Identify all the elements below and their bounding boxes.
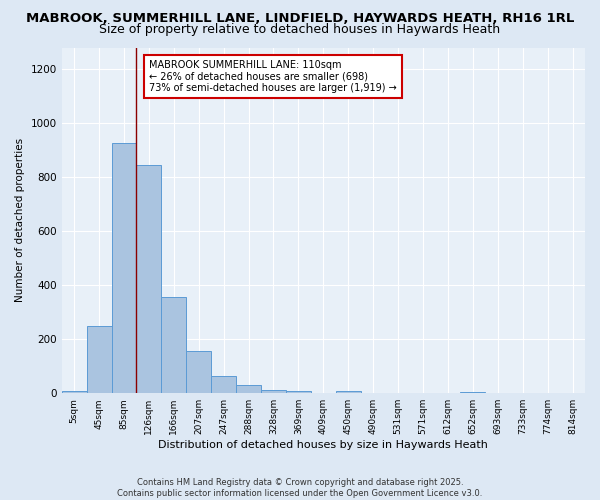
Bar <box>336 390 361 393</box>
Bar <box>460 392 485 393</box>
Bar <box>161 296 186 393</box>
Bar <box>86 326 112 393</box>
Text: MABROOK SUMMERHILL LANE: 110sqm
← 26% of detached houses are smaller (698)
73% o: MABROOK SUMMERHILL LANE: 110sqm ← 26% of… <box>149 60 397 93</box>
Text: MABROOK, SUMMERHILL LANE, LINDFIELD, HAYWARDS HEATH, RH16 1RL: MABROOK, SUMMERHILL LANE, LINDFIELD, HAY… <box>26 12 574 26</box>
Bar <box>261 390 286 393</box>
Bar <box>236 384 261 393</box>
Text: Contains HM Land Registry data © Crown copyright and database right 2025.
Contai: Contains HM Land Registry data © Crown c… <box>118 478 482 498</box>
Text: Size of property relative to detached houses in Haywards Heath: Size of property relative to detached ho… <box>100 22 500 36</box>
Bar <box>211 376 236 393</box>
Bar <box>112 142 136 393</box>
Bar <box>62 391 86 393</box>
Bar <box>136 165 161 393</box>
Y-axis label: Number of detached properties: Number of detached properties <box>15 138 25 302</box>
Bar <box>186 350 211 393</box>
Bar <box>286 391 311 393</box>
X-axis label: Distribution of detached houses by size in Haywards Heath: Distribution of detached houses by size … <box>158 440 488 450</box>
